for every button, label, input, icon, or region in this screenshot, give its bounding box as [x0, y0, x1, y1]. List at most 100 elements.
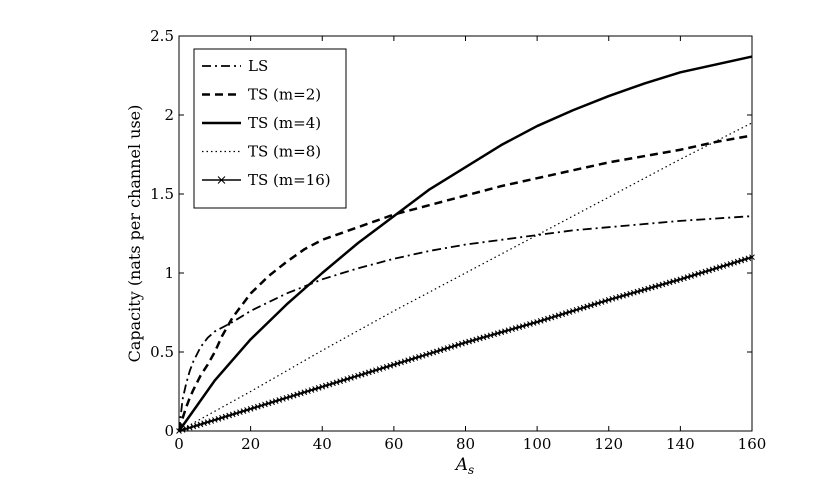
series-5-marker: [290, 392, 297, 399]
series-5-marker: [283, 394, 290, 401]
series-5-marker: [541, 316, 548, 323]
y-tick-label: 0.5: [150, 343, 174, 361]
series-5-marker: [455, 341, 462, 348]
x-tick-label: 120: [594, 435, 623, 453]
series-5-marker: [566, 309, 573, 315]
series-5-marker: [333, 379, 340, 386]
y-tick-label: 1: [164, 264, 174, 282]
series-5-marker: [262, 401, 268, 408]
series-5-marker: [201, 420, 207, 427]
series-5-marker: [287, 393, 293, 400]
series-5-marker: [462, 339, 469, 346]
series-5-marker: [473, 336, 480, 343]
legend: LS TS (m=2) TS (m=4) TS (m=8) TS (m=16): [193, 48, 347, 209]
series-5-marker: [605, 297, 612, 303]
series-5-marker: [545, 315, 551, 322]
series-5-marker: [480, 334, 487, 341]
series-5-marker: [330, 380, 336, 387]
series-5-marker: [695, 270, 702, 277]
series-5-marker: [580, 304, 587, 311]
series-5-marker: [688, 273, 694, 279]
series-5-marker: [652, 283, 659, 290]
series-5-marker: [373, 367, 379, 374]
series-5-marker: [215, 415, 222, 422]
series-5-marker: [305, 388, 311, 395]
series-5-marker: [362, 370, 369, 377]
series-5-marker: [731, 259, 737, 266]
series-5-marker: [716, 264, 723, 271]
series-5-marker: [211, 417, 218, 423]
series-5-marker: [587, 302, 594, 309]
series-5-marker: [570, 308, 576, 314]
series-5-marker: [656, 282, 662, 289]
legend-item-5-marker: [217, 176, 226, 184]
series-5-marker: [240, 408, 247, 414]
series-5-marker: [523, 322, 530, 328]
series-5-marker: [659, 281, 666, 288]
series-5-marker: [272, 398, 279, 404]
series-5-marker: [448, 344, 455, 350]
series-5-marker: [233, 410, 240, 417]
series-5-marker: [476, 335, 483, 342]
x-axis-label: As: [454, 455, 474, 477]
series-5-marker: [487, 332, 494, 339]
series-5-marker: [598, 299, 605, 305]
y-tick-label: 1.5: [150, 185, 174, 203]
series-5-marker: [498, 329, 505, 336]
series-5-marker: [555, 312, 562, 319]
series-5-marker: [383, 363, 390, 370]
series-5-marker: [591, 301, 598, 308]
series-5-marker: [348, 375, 354, 381]
series-5-marker: [627, 290, 634, 297]
series-5-marker: [734, 258, 741, 265]
x-tick-label: 40: [313, 435, 332, 453]
series-5-marker: [459, 340, 465, 347]
series-5-marker: [430, 349, 437, 356]
series-5-marker: [648, 284, 655, 291]
series-5-marker: [394, 360, 401, 367]
series-5-marker: [727, 260, 734, 267]
series-5-marker: [426, 350, 433, 357]
series-5-marker: [219, 414, 225, 421]
series-5-marker: [444, 345, 451, 351]
series-5-marker: [416, 354, 422, 360]
series-5-marker: [630, 289, 637, 296]
series-5-marker: [451, 342, 458, 349]
series-5-marker: [677, 276, 684, 283]
series-5-marker: [204, 419, 211, 426]
series-5-marker: [179, 427, 186, 433]
series-5-marker: [369, 368, 376, 375]
series-5-marker: [702, 268, 709, 275]
series-5-marker: [412, 355, 419, 361]
series-5-marker: [466, 338, 472, 345]
legend-item-1-label: LS: [248, 57, 268, 75]
series-5-marker: [527, 321, 533, 327]
x-tick-label: 160: [738, 435, 767, 453]
series-5-marker: [720, 263, 727, 269]
series-5-marker: [491, 331, 498, 338]
series-5-marker: [401, 358, 408, 365]
series-5-marker: [319, 383, 326, 390]
legend-item-4-label: TS (m=8): [248, 143, 321, 161]
legend-item-5-label: TS (m=16): [248, 171, 331, 189]
series-5-marker: [548, 314, 555, 321]
series-5-marker: [355, 372, 361, 379]
series-5-marker: [258, 402, 265, 409]
series-5-marker: [494, 330, 501, 337]
series-5-marker: [641, 286, 648, 293]
series-5-marker: [519, 323, 526, 329]
series-5-marker: [609, 295, 616, 302]
series-5-marker: [706, 267, 712, 274]
series-5-marker: [509, 326, 515, 333]
series-5-marker: [584, 303, 591, 310]
series-5-marker: [269, 399, 275, 406]
x-tick-label: 100: [523, 435, 552, 453]
series-5-marker: [254, 403, 261, 410]
x-tick-label: 60: [384, 435, 403, 453]
series-5-marker: [387, 362, 394, 369]
y-tick-label: 2.5: [150, 27, 174, 45]
series-5-marker: [670, 278, 677, 285]
series-5-marker: [322, 382, 329, 389]
axis-layer: 0 20 40 60 80 100 120 140 160 0 0.5 1 1.5 2 2.5: [150, 27, 766, 453]
series-5-marker: [419, 352, 426, 359]
